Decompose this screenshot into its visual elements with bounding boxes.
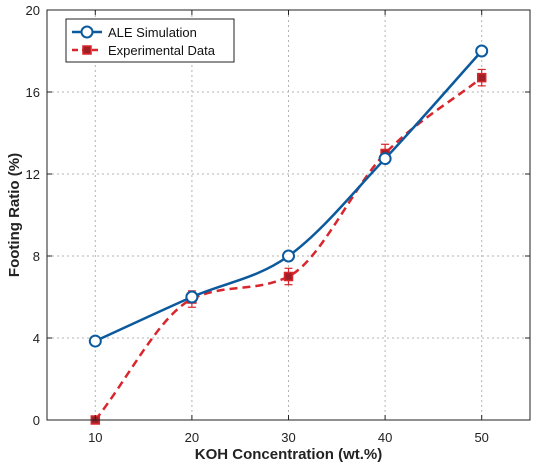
y-tick-label: 16 [26, 85, 40, 100]
y-tick-label: 4 [33, 331, 40, 346]
y-tick-label: 8 [33, 249, 40, 264]
ale-simulation-point [88, 334, 102, 348]
x-tick-label: 10 [88, 430, 102, 445]
experimental-data-line [94, 76, 483, 421]
y-tick-label: 20 [26, 3, 40, 18]
legend: ALE Simulation Experimental Data [65, 18, 235, 63]
legend-marker [82, 45, 92, 55]
legend-label: ALE Simulation [108, 25, 197, 40]
ale-simulation-point [282, 249, 295, 263]
series-layer [88, 44, 489, 425]
legend-entry: ALE Simulation [72, 25, 197, 40]
legend-label: Experimental Data [108, 43, 216, 58]
ale-simulation-point [475, 44, 489, 58]
legend-box [65, 18, 235, 63]
y-axis-title: Footing Ratio (%) [6, 153, 23, 277]
x-tick-label: 50 [474, 430, 488, 445]
y-tick-label: 12 [26, 167, 40, 182]
x-axis-title: KOH Concentration (wt.%) [195, 446, 383, 463]
legend-entry: Experimental Data [72, 43, 216, 58]
legend-marker [80, 25, 94, 39]
ale-simulation-point [378, 152, 392, 166]
y-tick-label: 0 [33, 413, 40, 428]
x-tick-label: 30 [281, 430, 295, 445]
axis-ticks: 10 20 30 40 50 0 4 8 12 16 20 [26, 3, 530, 445]
x-tick-label: 20 [185, 430, 199, 445]
series-0 [88, 44, 489, 348]
x-tick-label: 40 [378, 430, 392, 445]
experimental-data-point [476, 72, 487, 83]
ale-simulation-point [185, 290, 199, 304]
experimental-data-point [283, 271, 294, 282]
